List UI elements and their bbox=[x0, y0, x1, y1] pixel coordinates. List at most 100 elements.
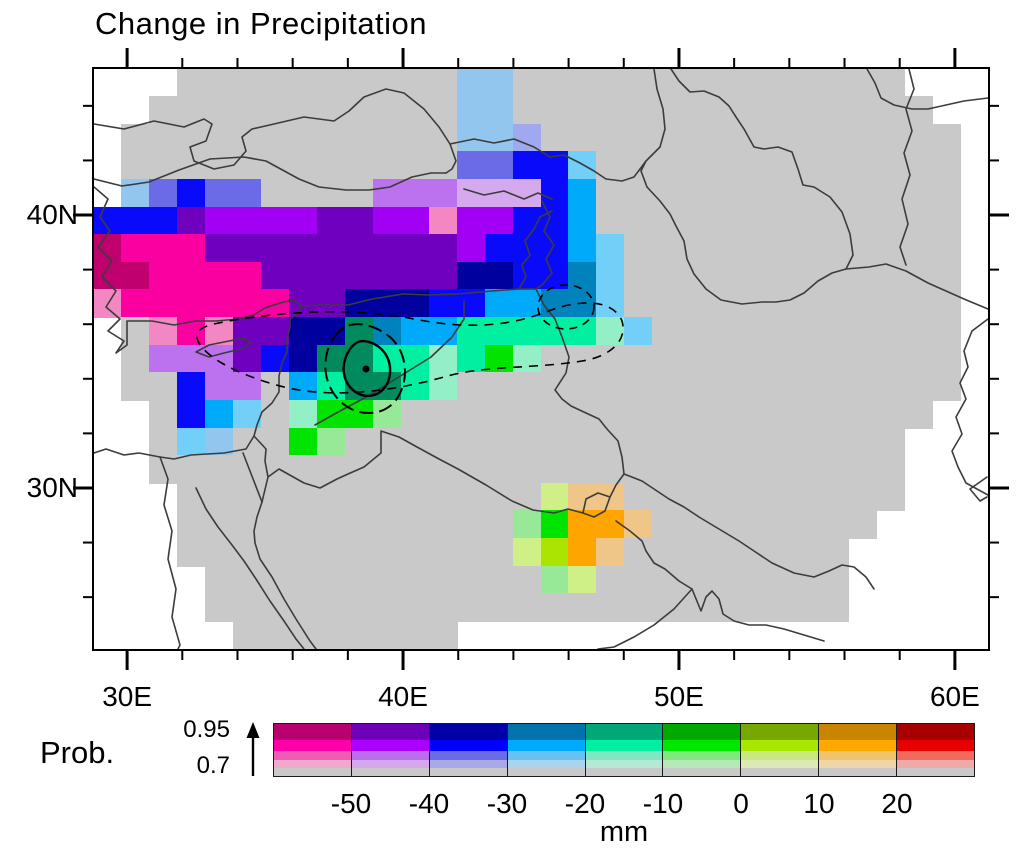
map-cell bbox=[624, 566, 653, 594]
map-cell bbox=[345, 289, 374, 318]
map-cell bbox=[541, 207, 569, 235]
map-cell bbox=[177, 69, 206, 97]
lat-tick-label: 40N bbox=[26, 199, 78, 231]
map-cell bbox=[792, 96, 821, 125]
map-cell bbox=[233, 510, 262, 539]
map-cell bbox=[792, 262, 821, 290]
colorbar-band bbox=[351, 751, 429, 761]
map-cell bbox=[457, 538, 486, 567]
lon-tick-label: 60E bbox=[929, 681, 980, 712]
map-cell bbox=[177, 317, 206, 346]
map-cell bbox=[485, 538, 514, 567]
map-cell bbox=[764, 262, 793, 290]
map-cell bbox=[373, 179, 402, 208]
map-cell bbox=[401, 566, 430, 594]
map-cell bbox=[373, 455, 402, 484]
map-cell bbox=[736, 483, 765, 511]
map-cell bbox=[289, 207, 318, 235]
map-cell bbox=[932, 289, 961, 318]
map-cell bbox=[261, 510, 290, 539]
map-cell bbox=[680, 566, 709, 594]
map-cell bbox=[541, 372, 569, 401]
map-cell bbox=[401, 289, 430, 318]
colorbar-column--50_-40 bbox=[351, 724, 430, 776]
map-cell bbox=[233, 372, 262, 401]
map-cell bbox=[121, 207, 150, 235]
map-cell bbox=[904, 289, 933, 318]
map-cell bbox=[624, 179, 653, 208]
map-cell bbox=[177, 483, 206, 511]
map-cell bbox=[932, 317, 961, 346]
map-cell bbox=[345, 538, 374, 567]
colorbar-band bbox=[507, 724, 585, 740]
colorbar-band bbox=[351, 760, 429, 769]
map-cell bbox=[624, 262, 653, 290]
map-cell bbox=[317, 510, 346, 539]
colorbar-band bbox=[274, 739, 351, 752]
map-cell bbox=[596, 510, 625, 539]
map-cell bbox=[736, 317, 765, 346]
map-cell bbox=[568, 345, 597, 373]
map-cell bbox=[261, 69, 290, 97]
map-cell bbox=[596, 593, 625, 622]
map-cell bbox=[652, 428, 681, 456]
map-cell bbox=[317, 372, 346, 401]
map-cell bbox=[848, 400, 877, 429]
map-cell bbox=[205, 207, 234, 235]
map-cell bbox=[149, 428, 178, 456]
map-cell bbox=[876, 234, 905, 263]
map-cell bbox=[289, 372, 318, 401]
map-cell bbox=[457, 345, 486, 373]
map-cell bbox=[205, 289, 234, 318]
colorbar-band bbox=[663, 760, 741, 769]
map-cell bbox=[401, 207, 430, 235]
map-cell bbox=[345, 372, 374, 401]
map-cell bbox=[513, 566, 541, 594]
colorbar-column-below--50 bbox=[274, 724, 352, 776]
map-cell bbox=[764, 566, 793, 594]
map-cell bbox=[177, 289, 206, 318]
map-cell bbox=[904, 345, 933, 373]
map-cell bbox=[708, 566, 737, 594]
map-cell bbox=[624, 124, 653, 152]
map-cell bbox=[820, 207, 849, 235]
map-cell bbox=[708, 262, 737, 290]
map-cell bbox=[596, 317, 625, 346]
map-cell bbox=[513, 510, 541, 539]
map-cell bbox=[876, 317, 905, 346]
map-cell bbox=[932, 207, 961, 235]
map-cell bbox=[317, 179, 346, 208]
map-cell bbox=[429, 289, 458, 318]
map-cell bbox=[233, 289, 262, 318]
colorbar-column--40_-30 bbox=[429, 724, 508, 776]
map-cell bbox=[876, 400, 905, 429]
map-cell bbox=[652, 179, 681, 208]
map-cell bbox=[373, 262, 402, 290]
map-cell bbox=[485, 69, 514, 97]
map-cell bbox=[317, 455, 346, 484]
map-cell bbox=[233, 96, 262, 125]
colorbar-band bbox=[663, 751, 741, 761]
map-cell bbox=[233, 621, 262, 649]
map-cell bbox=[848, 455, 877, 484]
map-cell bbox=[457, 483, 486, 511]
map-cell bbox=[876, 262, 905, 290]
map-cell bbox=[373, 566, 402, 594]
map-cell bbox=[541, 593, 569, 622]
colorbar-band bbox=[429, 739, 507, 752]
map-cell bbox=[485, 483, 514, 511]
map-cell bbox=[177, 538, 206, 567]
map-cell bbox=[764, 124, 793, 152]
map-cell bbox=[932, 345, 961, 373]
map-cell bbox=[932, 179, 961, 208]
map-cell bbox=[708, 151, 737, 180]
map-cell bbox=[177, 234, 206, 263]
map-cell bbox=[652, 345, 681, 373]
map-cell bbox=[429, 317, 458, 346]
map-cell bbox=[289, 317, 318, 346]
map-cell bbox=[876, 345, 905, 373]
map-cell bbox=[457, 510, 486, 539]
map-cell bbox=[596, 289, 625, 318]
map-cell bbox=[429, 428, 458, 456]
map-cell bbox=[233, 400, 262, 429]
